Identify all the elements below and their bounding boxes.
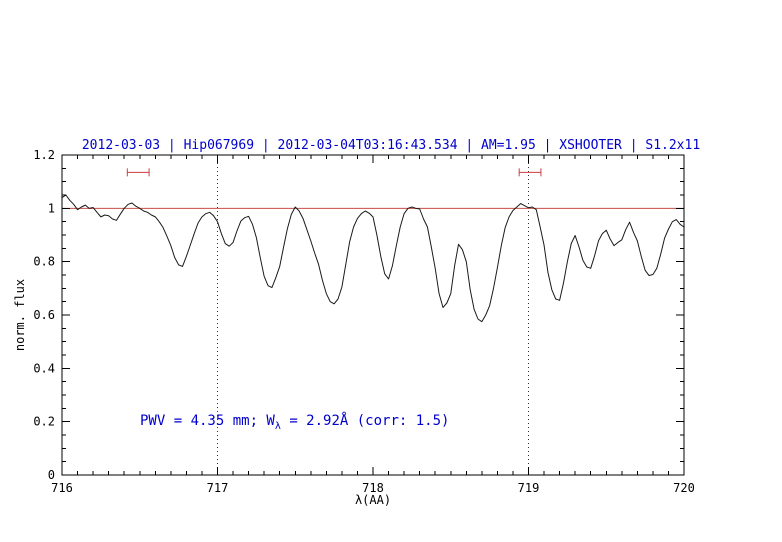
x-axis-label: λ(AA) [354, 493, 392, 507]
x-tick-label: 718 [362, 481, 384, 495]
x-tick-label: 717 [207, 481, 229, 495]
annotation-sub: λ [274, 420, 281, 432]
y-tick-label: 0.4 [33, 361, 55, 375]
x-tick-label: 719 [518, 481, 540, 495]
y-tick-label: 0.2 [33, 415, 55, 429]
y-axis-label: norm. flux [13, 278, 27, 352]
y-tick-label: 1 [48, 201, 55, 215]
y-tick-label: 0.6 [33, 308, 55, 322]
annotation-suffix: = 2.92Å (corr: 1.5) [280, 413, 450, 429]
x-tick-label: 716 [51, 481, 73, 495]
y-tick-label: 0.8 [33, 255, 55, 269]
y-tick-label: 0 [48, 468, 55, 482]
annotation-prefix: PWV = 4.35 mm; W [140, 413, 275, 429]
plot-title: 2012-03-03 | Hip067969 | 2012-03-04T03:1… [81, 138, 701, 153]
y-tick-label: 1.2 [33, 148, 55, 162]
pwv-annotation: PWV = 4.35 mm; Wλ = 2.92Å (corr: 1.5) [140, 413, 449, 432]
spectrum-line [61, 194, 685, 323]
x-tick-label: 720 [673, 481, 695, 495]
